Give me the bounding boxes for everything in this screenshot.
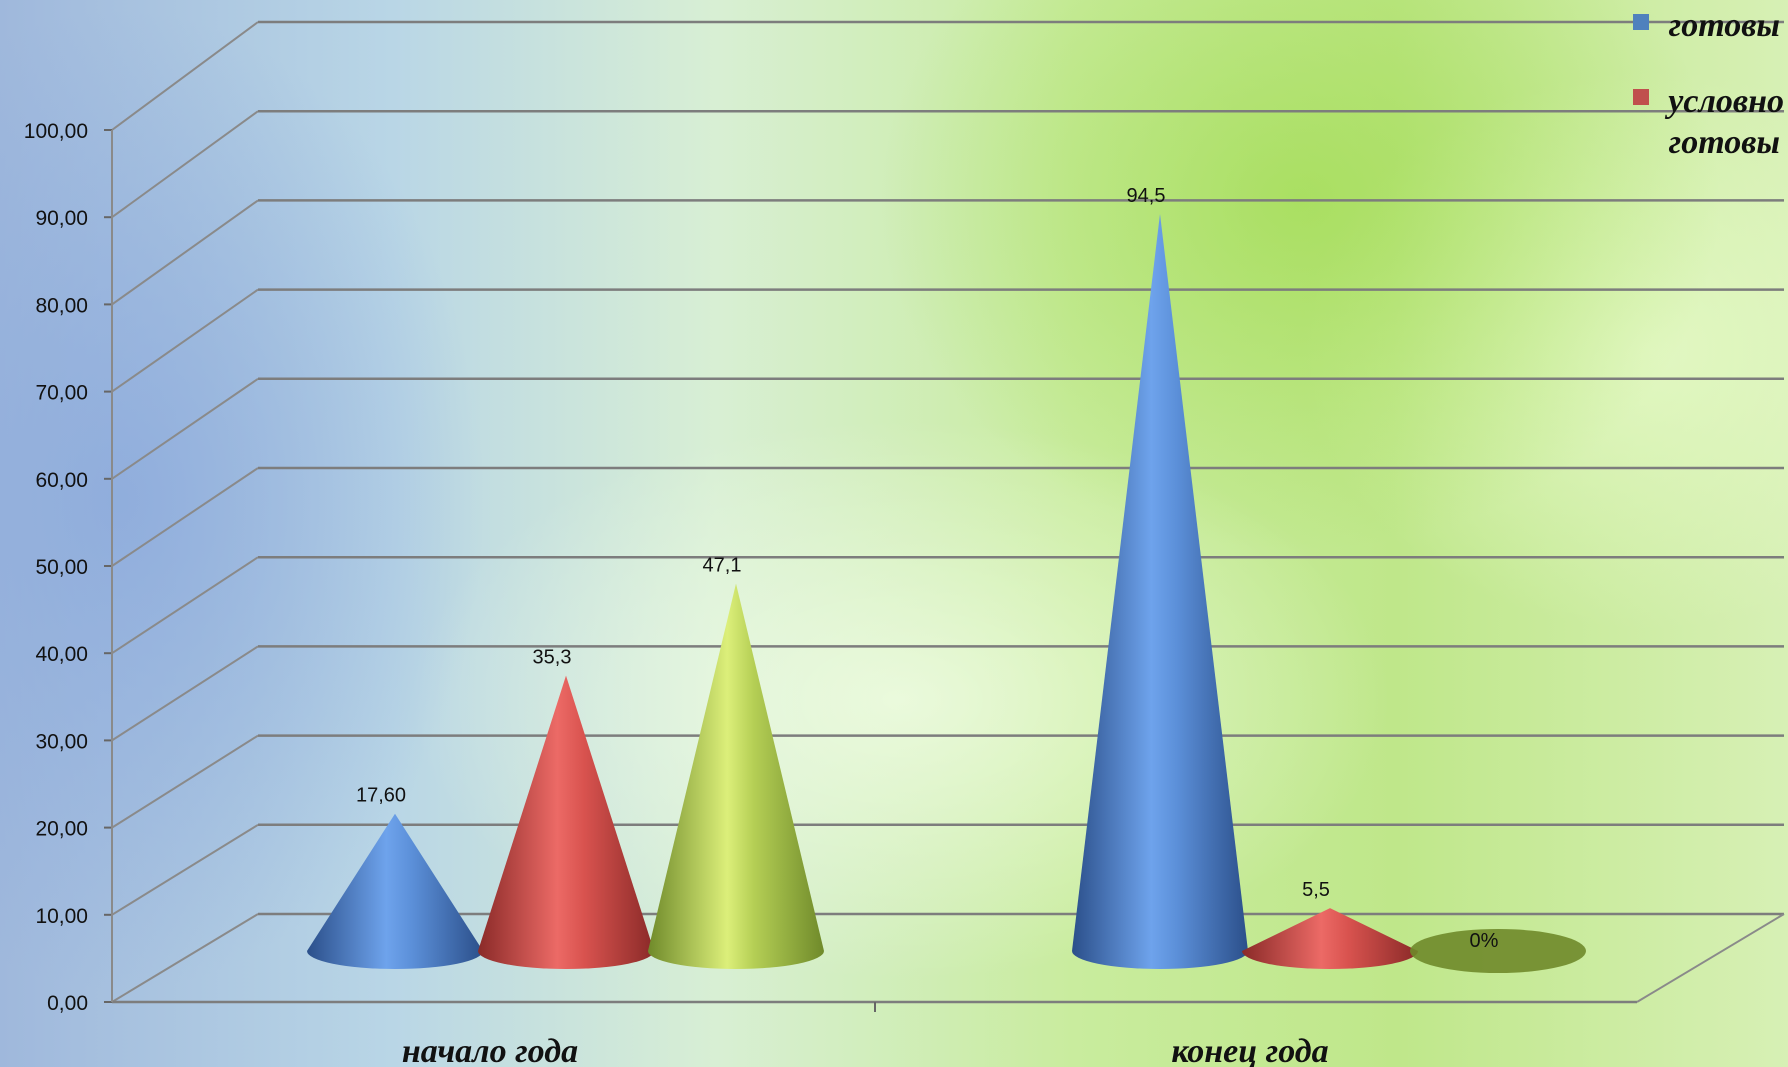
cone-1-2 xyxy=(1410,929,1586,973)
y-tick-label-4: 40,00 xyxy=(35,643,88,666)
data-label-0-2: 47,1 xyxy=(703,555,742,577)
y-axis: 0,00 10,00 20,00 30,00 40,00 50,00 60,00 70,00 8… xyxy=(24,120,1785,1015)
grid xyxy=(111,20,1784,1003)
data-label-0-0: 17,60 xyxy=(356,785,406,807)
gridline-depth-4 xyxy=(111,556,259,655)
data-label-1-2: 0% xyxy=(1470,930,1499,952)
gridline-depth-8 xyxy=(111,199,259,306)
cone-0-2 xyxy=(648,583,824,969)
legend-label-0: готовы xyxy=(1669,7,1780,44)
gridline-depth-7 xyxy=(111,288,259,393)
gridline-depth-0 xyxy=(111,913,259,1003)
gridline-depth-10 xyxy=(111,21,259,131)
x-axis: начало года конец года xyxy=(402,1033,1329,1067)
y-tick-label-1: 10,00 xyxy=(35,905,88,928)
gridline-depth-5 xyxy=(111,467,259,567)
gridline-depth-2 xyxy=(111,734,259,829)
cone-0-1 xyxy=(478,675,654,969)
data-label-0-1: 35,3 xyxy=(533,647,572,669)
cone-0-0 xyxy=(307,813,483,969)
gridline-depth-9 xyxy=(111,110,259,219)
gridline-depth-1 xyxy=(111,823,259,916)
category-label-1: конец года xyxy=(1171,1033,1328,1067)
y-tick-label-7: 70,00 xyxy=(35,382,88,405)
data-label-1-1: 5,5 xyxy=(1302,879,1330,901)
y-tick-label-6: 60,00 xyxy=(35,469,88,492)
category-label-0: начало года xyxy=(402,1033,578,1067)
y-tick-label-0: 0,00 xyxy=(47,992,88,1015)
legend-swatch-1 xyxy=(1633,89,1649,105)
y-tick-label-9: 90,00 xyxy=(35,207,88,230)
gridline-depth-6 xyxy=(111,377,259,480)
y-tick-label-8: 80,00 xyxy=(35,294,88,317)
y-tick-label-3: 30,00 xyxy=(35,730,88,753)
legend-label-1a: условно xyxy=(1664,83,1784,120)
y-tick-label-5: 50,00 xyxy=(35,556,88,579)
legend: готовы условно готовы xyxy=(1633,7,1784,161)
legend-swatch-0 xyxy=(1633,14,1649,30)
legend-label-1b: готовы xyxy=(1669,124,1780,161)
y-tick-label-2: 20,00 xyxy=(35,818,88,841)
floor-right-edge xyxy=(1636,913,1785,1003)
y-tick-label-10: 100,00 xyxy=(24,120,88,143)
data-labels: 17,60 35,3 47,1 94,5 5,5 0% xyxy=(356,185,1499,952)
gridline-depth-3 xyxy=(111,645,259,742)
cone-1-0 xyxy=(1072,213,1248,969)
cones xyxy=(307,213,1586,973)
cone-1-1 xyxy=(1242,908,1418,969)
data-label-1-0: 94,5 xyxy=(1127,185,1166,207)
